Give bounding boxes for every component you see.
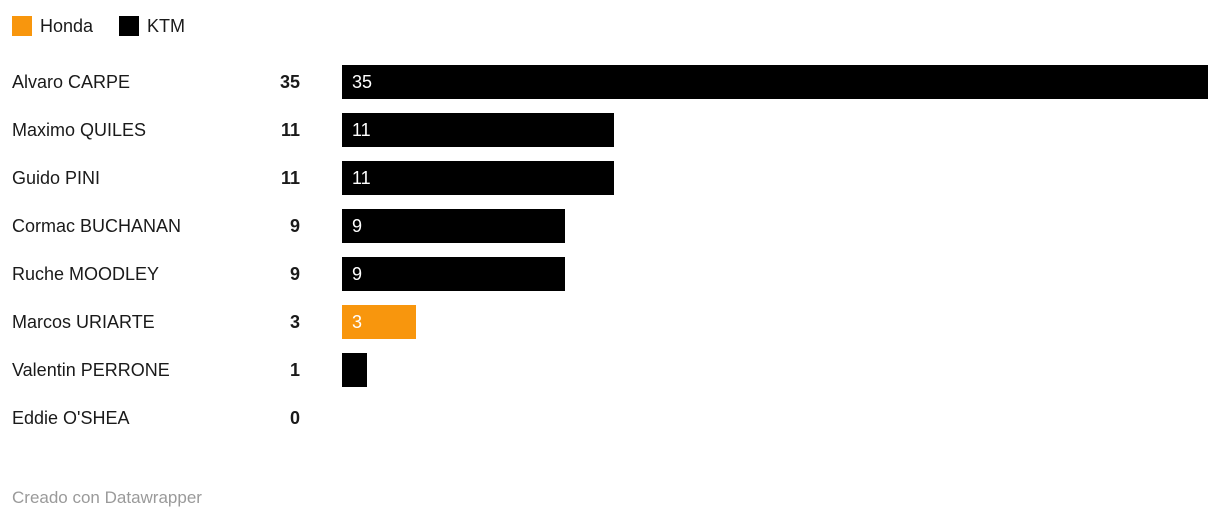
chart-rows: Alvaro CARPE 35 35 Maximo QUILES 11 11 G… — [12, 58, 1208, 442]
legend-label-honda: Honda — [40, 15, 94, 36]
chart-row: Ruche MOODLEY 9 9 — [12, 250, 1208, 298]
bar-fill: 11 — [342, 161, 615, 195]
legend-swatch-ktm-icon — [119, 16, 140, 36]
rider-value: 0 — [289, 407, 300, 428]
rider-name: Alvaro CARPE — [12, 71, 131, 92]
bar-track: 35 — [342, 65, 1208, 99]
legend-swatch-honda-icon — [12, 16, 32, 36]
bar-track — [342, 401, 1208, 435]
rider-name: Marcos URIARTE — [12, 311, 155, 332]
rider-value: 1 — [289, 359, 300, 380]
legend-item-honda: Honda — [12, 16, 93, 37]
bar-cell: 35 — [300, 65, 1208, 99]
chart-row: Maximo QUILES 11 11 — [12, 106, 1208, 154]
rider-value: 11 — [280, 167, 300, 188]
bar-value-label: 35 — [352, 71, 373, 92]
bar-track — [342, 353, 1208, 387]
bar-cell: 11 — [300, 113, 1208, 147]
chart-row: Marcos URIARTE 3 3 — [12, 298, 1208, 346]
chart-row: Cormac BUCHANAN 9 9 — [12, 202, 1208, 250]
chart-row: Alvaro CARPE 35 35 — [12, 58, 1208, 106]
rider-name: Ruche MOODLEY — [12, 263, 160, 284]
bar-cell — [300, 401, 1208, 435]
bar-cell: 9 — [300, 209, 1208, 243]
bar-track: 9 — [342, 209, 1208, 243]
bar-fill — [342, 353, 367, 387]
bar-value-label: 11 — [352, 119, 371, 140]
bar-cell: 9 — [300, 257, 1208, 291]
bar-cell: 11 — [300, 161, 1208, 195]
rider-value: 3 — [289, 311, 300, 332]
chart-row: Valentin PERRONE 1 — [12, 346, 1208, 394]
chart-row: Eddie O'SHEA 0 — [12, 394, 1208, 442]
rider-value: 9 — [289, 215, 300, 236]
bar-fill: 3 — [342, 305, 417, 339]
bar-fill: 9 — [342, 257, 565, 291]
rider-name: Maximo QUILES — [12, 119, 147, 140]
chart-row: Guido PINI 11 11 — [12, 154, 1208, 202]
bar-fill: 35 — [342, 65, 1208, 99]
bar-cell: 3 — [300, 305, 1208, 339]
bar-fill: 11 — [342, 113, 615, 147]
bar-cell — [300, 353, 1208, 387]
rider-value: 35 — [279, 71, 300, 92]
rider-name: Cormac BUCHANAN — [12, 215, 182, 236]
bar-track: 11 — [342, 113, 1208, 147]
rider-name: Eddie O'SHEA — [12, 407, 130, 428]
legend-label-ktm: KTM — [147, 15, 186, 36]
legend-item-ktm: KTM — [119, 16, 185, 37]
attribution: Creado con Datawrapper — [12, 488, 202, 507]
bar-value-label: 9 — [352, 215, 363, 236]
bar-value-label: 3 — [352, 311, 363, 332]
bar-fill: 9 — [342, 209, 565, 243]
bar-value-label: 9 — [352, 263, 363, 284]
rider-value: 9 — [289, 263, 300, 284]
bar-track: 3 — [342, 305, 1208, 339]
legend: Honda KTM — [12, 14, 1208, 38]
bar-track: 9 — [342, 257, 1208, 291]
bar-value-label: 11 — [352, 167, 371, 188]
rider-name: Valentin PERRONE — [12, 359, 170, 380]
rider-name: Guido PINI — [12, 167, 101, 188]
bar-track: 11 — [342, 161, 1208, 195]
rider-value: 11 — [280, 119, 300, 140]
